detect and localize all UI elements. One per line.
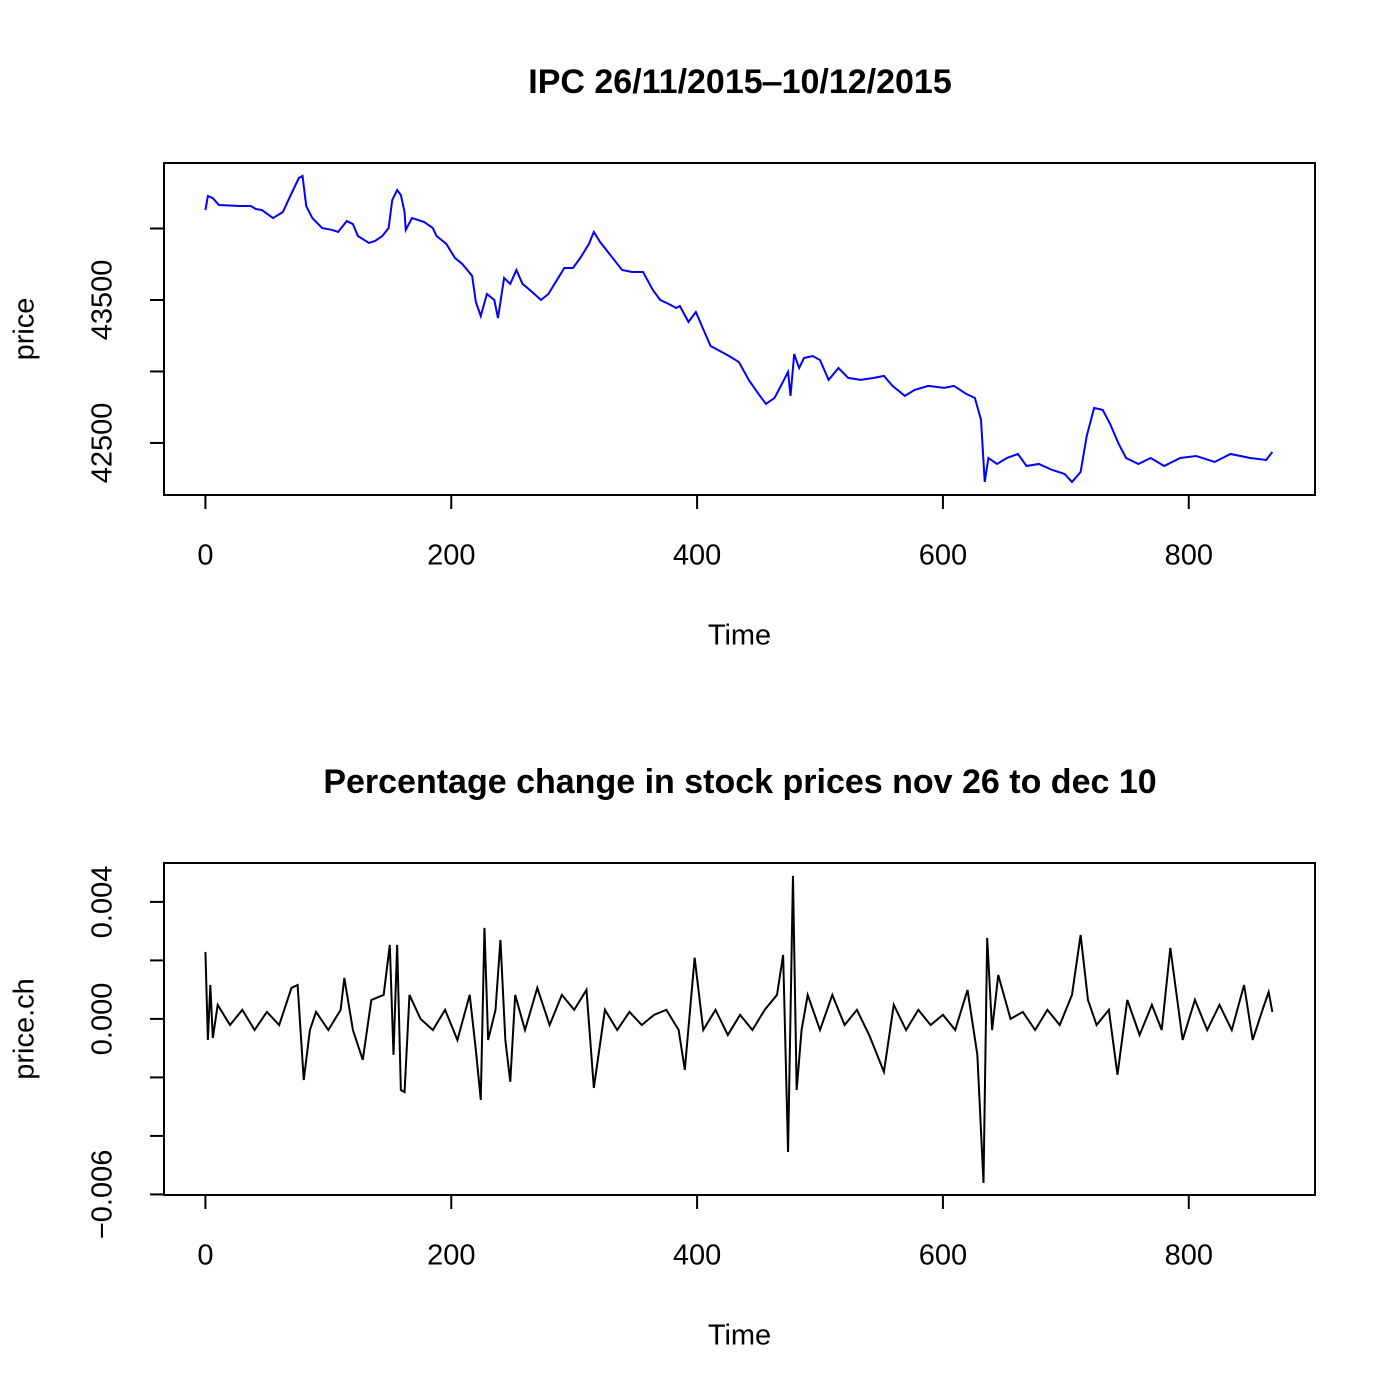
y-tick-label: 43500 bbox=[87, 260, 119, 341]
y-tick-label: −0.006 bbox=[87, 1150, 119, 1240]
y-axis-label: price bbox=[9, 298, 41, 361]
x-tick-label: 200 bbox=[427, 1240, 475, 1272]
x-axis-label: Time bbox=[708, 620, 771, 652]
plot-box bbox=[163, 162, 1316, 496]
chart-title: Percentage change in stock prices nov 26… bbox=[323, 763, 1156, 801]
x-tick-label: 600 bbox=[919, 540, 967, 572]
x-tick-label: 0 bbox=[197, 540, 213, 572]
y-axis-label: price.ch bbox=[9, 978, 41, 1080]
x-tick-label: 600 bbox=[919, 1240, 967, 1272]
data-line bbox=[204, 875, 1274, 1184]
data-line bbox=[204, 174, 1274, 484]
x-tick-label: 0 bbox=[197, 1240, 213, 1272]
y-tick-label: 0.004 bbox=[87, 866, 119, 939]
x-tick-label: 800 bbox=[1165, 540, 1213, 572]
x-tick-label: 800 bbox=[1165, 1240, 1213, 1272]
x-axis-label: Time bbox=[708, 1320, 771, 1352]
x-tick-label: 400 bbox=[673, 1240, 721, 1272]
y-tick-label: 42500 bbox=[87, 403, 119, 484]
x-tick-label: 400 bbox=[673, 540, 721, 572]
chart-title: IPC 26/11/2015‒10/12/2015 bbox=[528, 63, 952, 101]
x-tick-label: 200 bbox=[427, 540, 475, 572]
y-tick-label: 0.000 bbox=[87, 983, 119, 1056]
